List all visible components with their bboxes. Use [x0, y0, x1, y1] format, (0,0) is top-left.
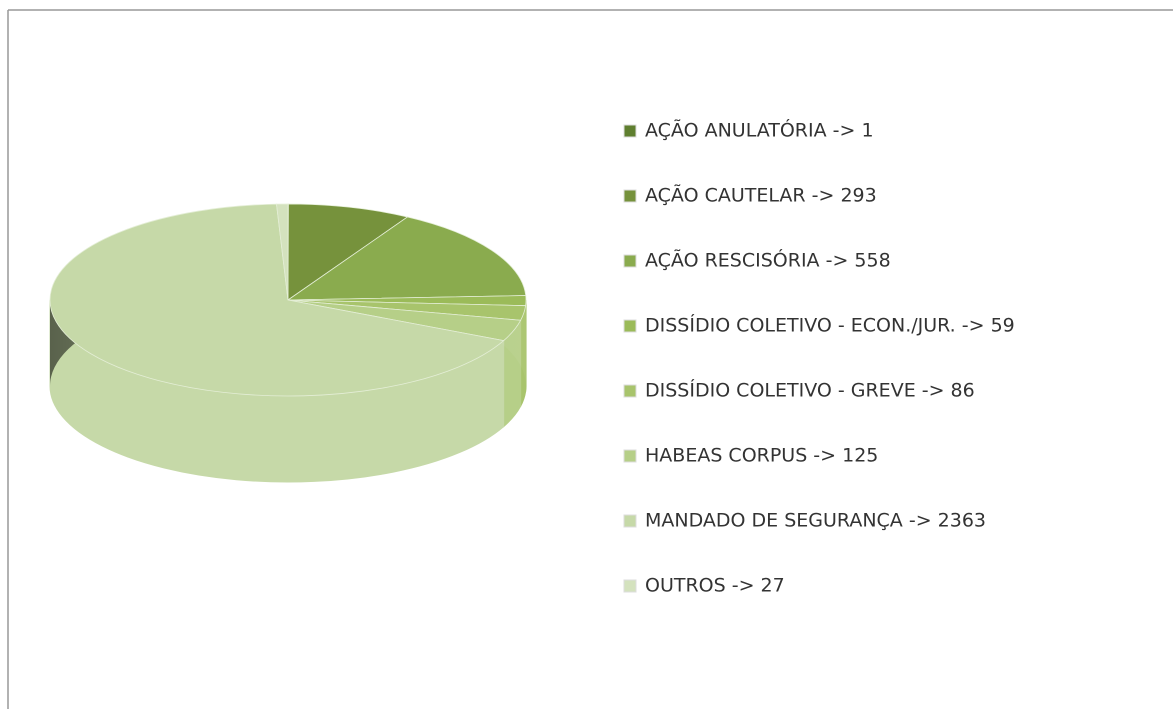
slice: [49, 203, 505, 397]
slice: [276, 203, 289, 301]
legend-marker: [623, 514, 637, 528]
slice: [286, 216, 527, 301]
legend-marker: [623, 319, 637, 333]
pie: [49, 203, 527, 483]
legend-label: OUTROS -> 27: [645, 575, 785, 597]
legend: AÇÃO ANULATÓRIA -> 1 AÇÃO CAUTELAR -> 293…: [623, 118, 1015, 597]
legend-marker: [623, 384, 637, 398]
legend-label: HABEAS CORPUS -> 125: [645, 445, 878, 467]
legend-label: AÇÃO CAUTELAR -> 293: [645, 184, 877, 207]
legend-marker: [623, 189, 637, 203]
legend-marker: [623, 449, 637, 463]
legend-label: AÇÃO ANULATÓRIA -> 1: [645, 118, 874, 142]
legend-marker: [623, 254, 637, 268]
legend-label: DISSÍDIO COLETIVO - GREVE -> 86: [645, 379, 975, 402]
slice: [287, 203, 409, 301]
legend-marker: [623, 124, 637, 138]
legend-marker: [623, 579, 637, 593]
legend-label: AÇÃO RESCISÓRIA -> 558: [645, 248, 891, 272]
legend-label: MANDADO DE SEGURANÇA -> 2363: [645, 510, 986, 532]
legend-label: DISSÍDIO COLETIVO - ECON./JUR. -> 59: [645, 314, 1015, 337]
